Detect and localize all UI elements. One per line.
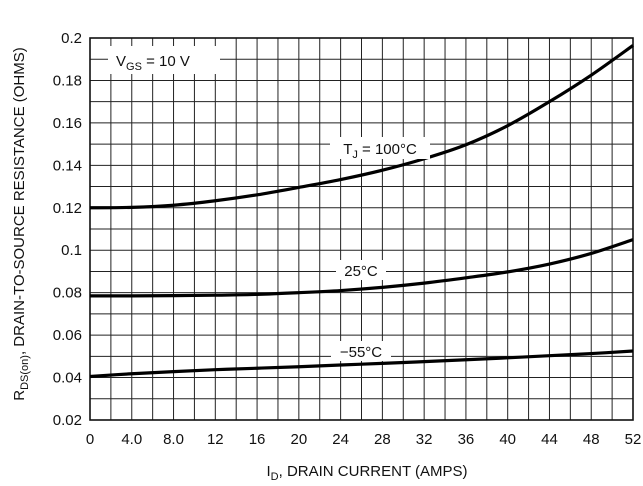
series-label-rest: = 100°C	[358, 141, 417, 158]
annotation-vgs-background	[108, 46, 220, 74]
y-tick-label: 0.06	[53, 327, 82, 344]
series-label-main: −55°C	[340, 344, 382, 361]
series-labels: TJ = 100°C 25°C −55°C	[330, 137, 430, 361]
x-tick-label: 16	[249, 431, 266, 448]
series-label-sub: J	[352, 149, 358, 161]
y-tick-label: 0.12	[53, 200, 82, 217]
y-tick-label: 0.16	[53, 115, 82, 132]
y-tick-label: 0.2	[61, 30, 82, 47]
y-tick-label: 0.04	[53, 370, 82, 387]
x-tick-label: 24	[332, 431, 349, 448]
x-tick-label: 40	[499, 431, 516, 448]
series-curves	[89, 44, 634, 379]
series-label-2: −55°C	[340, 344, 382, 361]
x-tick-label: 0	[86, 431, 94, 448]
series-label-1: 25°C	[344, 263, 378, 280]
x-tick-label: 28	[374, 431, 391, 448]
series-line-2	[89, 349, 634, 379]
y-tick-label: 0.14	[53, 157, 82, 174]
series-line-0	[89, 44, 634, 210]
series-label-background	[330, 137, 430, 159]
y-tick-label: 0.1	[61, 242, 82, 259]
x-tick-label: 36	[458, 431, 475, 448]
annotation-vgs: VGS = 10 V	[116, 53, 190, 73]
plot-frame	[89, 37, 634, 421]
x-tick-label: 20	[291, 431, 308, 448]
y-axis-label: RDS(on), DRAIN-TO-SOURCE RESISTANCE (OHM…	[11, 47, 31, 400]
x-tick-labels: 0 4.0 8.0 12 16 20 24 28 32 36 40 44 48 52	[86, 431, 642, 448]
x-tick-label: 44	[541, 431, 558, 448]
x-tick-label: 8.0	[163, 431, 184, 448]
series-label-0: TJ = 100°C	[343, 141, 417, 161]
y-tick-label: 0.08	[53, 285, 82, 302]
y-tick-label: 0.02	[53, 412, 82, 429]
x-axis-label: ID, DRAIN CURRENT (AMPS)	[266, 463, 467, 483]
x-tick-label: 4.0	[121, 431, 142, 448]
series-label-main: 25°C	[344, 263, 378, 280]
x-tick-label: 32	[416, 431, 433, 448]
y-tick-label: 0.18	[53, 72, 82, 89]
x-tick-label: 52	[625, 431, 642, 448]
x-tick-label: 48	[583, 431, 600, 448]
series-label-main: T	[343, 141, 352, 158]
y-tick-labels: 0.02 0.04 0.06 0.08 0.1 0.12 0.14 0.16 0.18 0.2	[53, 30, 82, 429]
series-label-background	[336, 260, 386, 280]
series-label-background	[331, 341, 391, 361]
x-tick-label: 12	[207, 431, 224, 448]
series-line-1	[89, 238, 634, 298]
